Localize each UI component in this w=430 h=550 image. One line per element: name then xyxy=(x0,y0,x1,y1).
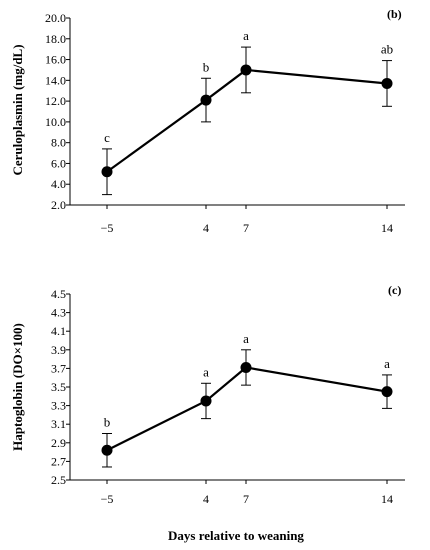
data-point xyxy=(200,94,212,106)
data-point xyxy=(101,166,113,178)
y-tick-label: 8.0 xyxy=(51,136,66,150)
y-tick-label: 6.0 xyxy=(51,156,66,170)
y-tick-label: 3.1 xyxy=(51,417,66,431)
x-tick-label: 7 xyxy=(243,492,249,506)
data-point xyxy=(101,444,113,456)
panel-label: (b) xyxy=(387,7,402,21)
y-tick-label: 2.9 xyxy=(51,436,66,450)
significance-letter: c xyxy=(104,130,110,145)
x-tick-label: −5 xyxy=(101,492,114,506)
y-tick-label: 2.5 xyxy=(51,473,66,487)
series-line xyxy=(106,366,388,452)
chart-panel-b: 2.0 4.0 6.0 8.0 10.0 12.0 14.0 16.0 18.0 20.0 −5 4 7… xyxy=(10,7,405,235)
y-axis-label: Ceruloplasmin (mg/dL) xyxy=(10,44,25,175)
significance-letter: ab xyxy=(381,42,393,57)
significance-letter: b xyxy=(104,415,111,430)
y-tick-label: 18.0 xyxy=(45,32,66,46)
significance-letter: b xyxy=(203,59,210,74)
y-axis-label: Haptoglobin (DO×100) xyxy=(10,323,25,451)
data-point xyxy=(240,64,252,76)
x-tick-label: −5 xyxy=(101,221,114,235)
panel-label: (c) xyxy=(388,283,401,297)
chart-panel-c: 2.5 2.7 2.9 3.1 3.3 3.5 3.7 3.9 4.1 4.3 4.5 −5 4 7 14 b… xyxy=(10,283,405,543)
y-tick-label: 3.3 xyxy=(51,399,66,413)
y-tick-label: 2.0 xyxy=(51,198,66,212)
x-tick-label: 4 xyxy=(203,492,209,506)
data-point xyxy=(381,386,393,398)
y-tick-label: 4.3 xyxy=(51,306,66,320)
significance-letter: a xyxy=(243,28,249,43)
y-tick-label: 20.0 xyxy=(45,11,66,25)
x-tick-label: 7 xyxy=(243,221,249,235)
data-point xyxy=(381,77,393,89)
y-tick-label: 4.5 xyxy=(51,287,66,301)
x-tick-label: 14 xyxy=(381,492,393,506)
y-tick-label: 14.0 xyxy=(45,73,66,87)
x-axis-label: Days relative to weaning xyxy=(168,528,304,543)
y-tick-label: 12.0 xyxy=(45,94,66,108)
series-line xyxy=(106,68,388,173)
y-tick-label: 4.1 xyxy=(51,324,66,338)
y-tick-label: 16.0 xyxy=(45,53,66,67)
data-point xyxy=(200,395,212,407)
y-tick-label: 2.7 xyxy=(51,454,66,468)
x-tick-label: 4 xyxy=(203,221,209,235)
data-point xyxy=(240,361,252,373)
x-tick-label: 14 xyxy=(381,221,393,235)
y-tick-label: 4.0 xyxy=(51,177,66,191)
significance-letter: a xyxy=(384,356,390,371)
y-tick-label: 10.0 xyxy=(45,115,66,129)
significance-letter: a xyxy=(243,331,249,346)
significance-letter: a xyxy=(203,364,209,379)
y-tick-label: 3.7 xyxy=(51,361,66,375)
y-tick-label: 3.5 xyxy=(51,380,66,394)
y-tick-label: 3.9 xyxy=(51,343,66,357)
